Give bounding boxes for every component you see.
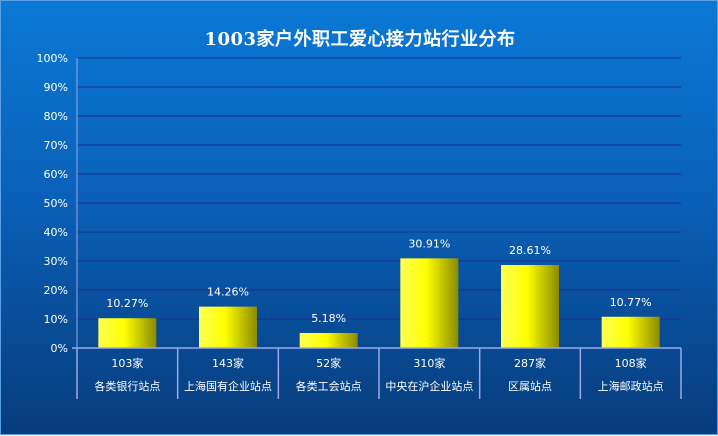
data-label: 30.91% bbox=[408, 237, 450, 250]
y-tick-label: 0% bbox=[51, 342, 68, 355]
y-tick-label: 30% bbox=[44, 255, 68, 268]
data-label: 28.61% bbox=[509, 244, 551, 257]
y-tick-label: 100% bbox=[37, 52, 68, 65]
data-label: 14.26% bbox=[207, 286, 249, 299]
y-tick-label: 10% bbox=[44, 313, 68, 326]
y-tick-label: 80% bbox=[44, 110, 68, 123]
bar bbox=[98, 318, 157, 348]
category-count-label: 108家 bbox=[615, 356, 647, 370]
bar bbox=[299, 332, 358, 348]
category-count-label: 287家 bbox=[514, 356, 546, 370]
category-name-label: 各类工会站点 bbox=[296, 379, 362, 393]
chart-title: 1003家户外职工爱心接力站行业分布 bbox=[204, 29, 516, 50]
bar bbox=[501, 265, 559, 348]
category-name-label: 上海邮政站点 bbox=[598, 379, 664, 393]
data-label: 10.77% bbox=[610, 296, 652, 309]
y-tick-label: 70% bbox=[44, 139, 68, 152]
category-count-label: 52家 bbox=[316, 356, 341, 370]
bar bbox=[400, 258, 459, 348]
data-label: 10.27% bbox=[106, 297, 148, 310]
category-count-label: 310家 bbox=[413, 356, 445, 370]
category-count-label: 103家 bbox=[111, 356, 143, 370]
y-tick-label: 20% bbox=[44, 284, 68, 297]
category-count-label: 143家 bbox=[212, 356, 244, 370]
category-name-label: 各类银行站点 bbox=[94, 379, 160, 393]
category-name-label: 区属站点 bbox=[508, 379, 552, 393]
bar bbox=[199, 306, 257, 348]
category-name-label: 上海国有企业站点 bbox=[184, 379, 272, 393]
bar bbox=[601, 316, 660, 348]
y-tick-label: 50% bbox=[44, 197, 68, 210]
y-tick-label: 90% bbox=[44, 81, 68, 94]
data-label: 5.18% bbox=[311, 312, 346, 325]
y-tick-label: 40% bbox=[44, 226, 68, 239]
category-name-label: 中央在沪企业站点 bbox=[385, 379, 473, 393]
y-tick-label: 60% bbox=[44, 168, 68, 181]
